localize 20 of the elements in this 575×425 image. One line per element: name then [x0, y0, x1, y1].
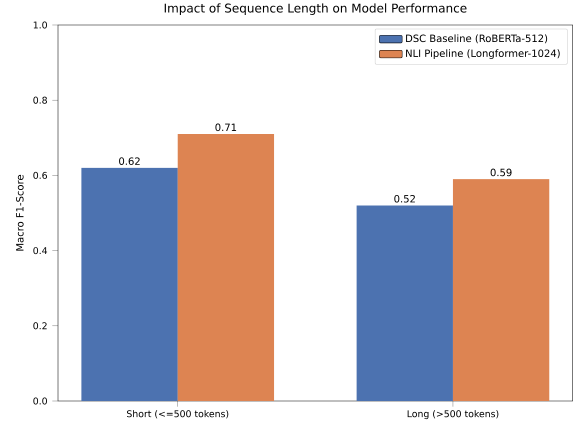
y-tick-label: 0.2	[33, 322, 47, 330]
x-tick-label: Long (>500 tokens)	[408, 410, 498, 420]
legend-label: DSC Baseline (RoBERTa-512)	[406, 34, 548, 44]
y-tick-label: 0.0	[33, 397, 47, 405]
y-axis-title: Macro F1-Score	[16, 174, 24, 251]
y-tick-label: 1.0	[34, 21, 47, 29]
y-tick-label: 0.6	[33, 172, 48, 179]
bar	[81, 168, 178, 401]
bar	[178, 134, 274, 401]
data-label: 0.59	[490, 168, 512, 176]
data-label: 0.52	[394, 194, 415, 203]
bar	[356, 205, 453, 401]
y-tick-label: 0.8	[33, 96, 47, 104]
chart-title: Impact of Sequence Length on Model Performance	[164, 3, 467, 15]
data-label: 0.71	[215, 124, 236, 132]
legend-label: NLI Pipeline (Longformer-1024)	[406, 49, 560, 59]
y-tick-label: 0.4	[33, 247, 48, 254]
x-tick-label: Short (<=500 tokens)	[126, 410, 228, 418]
bar	[452, 179, 550, 401]
data-label: 0.62	[119, 157, 140, 165]
